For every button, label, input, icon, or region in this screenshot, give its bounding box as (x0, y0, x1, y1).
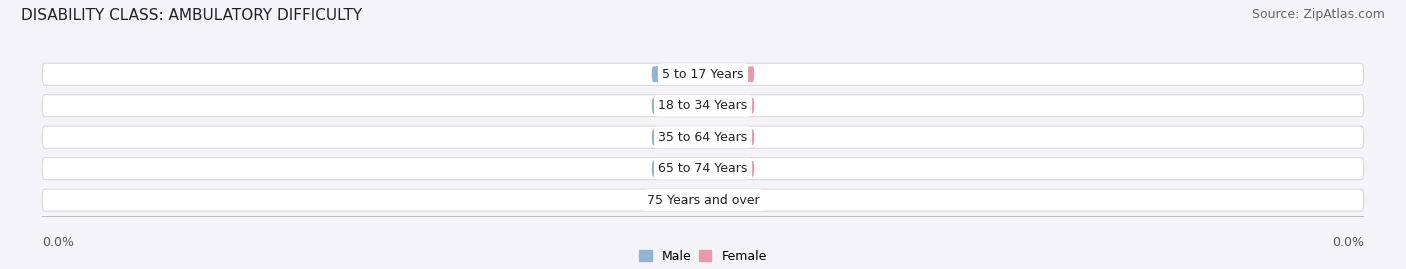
FancyBboxPatch shape (652, 161, 702, 176)
FancyBboxPatch shape (704, 192, 754, 208)
Text: 0.0%: 0.0% (1331, 236, 1364, 249)
Text: 0.0%: 0.0% (661, 132, 692, 142)
Text: 0.0%: 0.0% (714, 195, 745, 205)
Text: 75 Years and over: 75 Years and over (647, 194, 759, 207)
FancyBboxPatch shape (652, 98, 702, 114)
Text: Source: ZipAtlas.com: Source: ZipAtlas.com (1251, 8, 1385, 21)
Text: 0.0%: 0.0% (714, 101, 745, 111)
FancyBboxPatch shape (652, 66, 702, 82)
Text: 0.0%: 0.0% (42, 236, 75, 249)
FancyBboxPatch shape (704, 66, 754, 82)
FancyBboxPatch shape (42, 158, 1364, 180)
Text: 18 to 34 Years: 18 to 34 Years (658, 99, 748, 112)
FancyBboxPatch shape (42, 126, 1364, 148)
FancyBboxPatch shape (652, 129, 702, 145)
Text: 0.0%: 0.0% (661, 195, 692, 205)
FancyBboxPatch shape (42, 63, 1364, 85)
FancyBboxPatch shape (704, 161, 754, 176)
Text: 0.0%: 0.0% (714, 132, 745, 142)
FancyBboxPatch shape (704, 129, 754, 145)
FancyBboxPatch shape (704, 98, 754, 114)
Text: 0.0%: 0.0% (661, 101, 692, 111)
Text: 0.0%: 0.0% (714, 69, 745, 79)
Text: DISABILITY CLASS: AMBULATORY DIFFICULTY: DISABILITY CLASS: AMBULATORY DIFFICULTY (21, 8, 363, 23)
Text: 0.0%: 0.0% (661, 69, 692, 79)
Text: 0.0%: 0.0% (661, 164, 692, 174)
Text: 35 to 64 Years: 35 to 64 Years (658, 131, 748, 144)
Text: 65 to 74 Years: 65 to 74 Years (658, 162, 748, 175)
Text: 5 to 17 Years: 5 to 17 Years (662, 68, 744, 81)
Legend: Male, Female: Male, Female (640, 250, 766, 263)
FancyBboxPatch shape (652, 192, 702, 208)
FancyBboxPatch shape (42, 189, 1364, 211)
Text: 0.0%: 0.0% (714, 164, 745, 174)
FancyBboxPatch shape (42, 95, 1364, 117)
